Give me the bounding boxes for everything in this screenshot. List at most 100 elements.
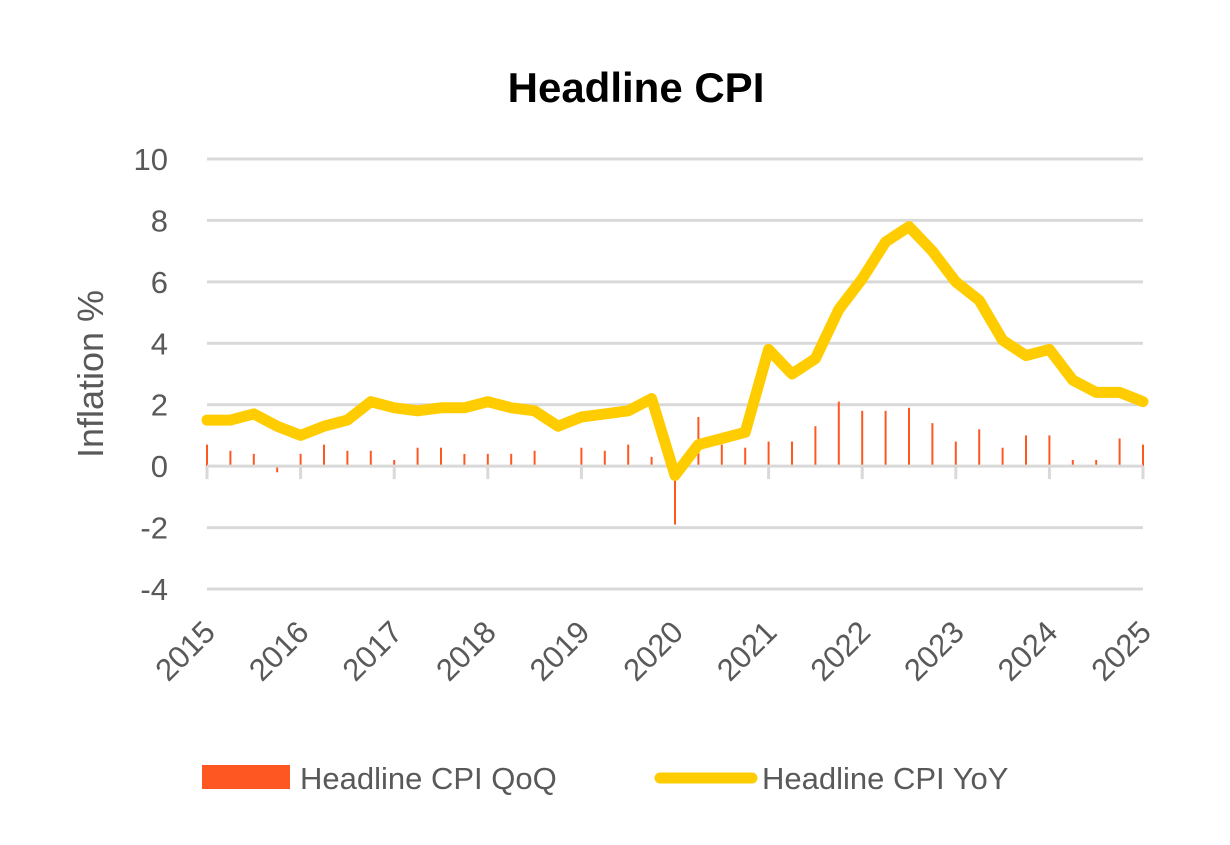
yoy-point	[955, 281, 957, 283]
x-tick-label: 2020	[616, 614, 690, 688]
yoy-point	[417, 410, 419, 412]
x-tick-label: 2016	[242, 614, 316, 688]
yoy-point	[1025, 355, 1027, 357]
yoy-point	[393, 407, 395, 409]
qoq-bar	[1001, 447, 1004, 467]
qoq-bar	[276, 466, 279, 473]
yoy-point	[721, 438, 723, 439]
y-tick-label: 10	[134, 142, 168, 177]
qoq-bar	[510, 453, 513, 467]
qoq-bar	[323, 444, 325, 467]
y-tick-label: 4	[151, 326, 168, 361]
legend-swatch-qoq	[202, 765, 290, 789]
qoq-bar	[533, 450, 536, 467]
yoy-point	[534, 410, 536, 412]
yoy-point	[627, 410, 629, 412]
yoy-point	[908, 226, 910, 228]
y-tick-label: -2	[140, 511, 168, 546]
x-tick-label: 2018	[429, 614, 503, 688]
legend: Headline CPI QoQ Headline CPI YoY	[202, 761, 1008, 796]
yoy-point	[768, 348, 770, 350]
x-tick-label: 2022	[804, 614, 878, 688]
qoq-bar	[580, 447, 583, 467]
qoq-bar	[416, 447, 419, 467]
qoq-bar	[486, 453, 489, 467]
yoy-point	[346, 419, 348, 421]
yoy-point	[861, 278, 863, 280]
qoq-bar	[1142, 444, 1144, 467]
qoq-bar	[229, 450, 232, 467]
yoy-point	[300, 434, 302, 436]
qoq-bar	[1048, 435, 1051, 467]
x-tick-label: 2019	[523, 614, 597, 688]
qoq-bar	[837, 401, 840, 467]
qoq-bar	[1071, 460, 1074, 467]
yoy-point	[651, 398, 653, 400]
x-tick-labels: 2015 2016 2017 2018 2019 2020 2021 2022 2023 2024…	[148, 614, 1158, 688]
yoy-point	[206, 419, 208, 421]
qoq-bar	[603, 450, 606, 467]
qoq-bar	[1025, 435, 1027, 467]
y-tick-label: 8	[151, 203, 168, 238]
qoq-bar	[299, 453, 302, 467]
y-tick-label: -4	[140, 572, 168, 607]
qoq-bar	[1095, 460, 1098, 467]
qoq-bar	[674, 466, 676, 525]
yoy-point	[1072, 379, 1074, 381]
qoq-bar	[440, 447, 442, 467]
yoy-point	[229, 419, 231, 421]
yoy-point	[1048, 348, 1050, 350]
x-tick-label: 2021	[710, 614, 784, 688]
qoq-bar	[791, 441, 793, 467]
y-axis-label: Inflation %	[70, 290, 111, 458]
yoy-point	[838, 309, 840, 310]
qoq-bar	[463, 453, 466, 467]
y-tick-label: 6	[151, 265, 168, 300]
yoy-point	[276, 425, 278, 427]
qoq-bar	[931, 423, 934, 467]
yoy-series-line	[201, 221, 1149, 481]
legend-label-qoq: Headline CPI QoQ	[300, 761, 557, 796]
y-tick-labels: -4 -2 0 2 4 6 8 10	[134, 142, 168, 607]
qoq-bar	[650, 456, 653, 467]
qoq-bar	[627, 444, 630, 467]
yoy-point	[370, 401, 372, 403]
qoq-bar	[767, 441, 770, 467]
yoy-point	[674, 474, 676, 476]
yoy-point	[1142, 401, 1144, 403]
qoq-bar	[861, 410, 864, 467]
x-tick-label: 2015	[148, 614, 222, 688]
yoy-line	[201, 221, 1149, 481]
yoy-point	[1002, 339, 1004, 341]
yoy-point	[604, 413, 606, 415]
x-tick-label: 2017	[336, 614, 410, 688]
yoy-point	[487, 401, 489, 403]
yoy-point	[440, 407, 442, 409]
y-tick-label: 0	[151, 449, 168, 484]
yoy-point	[1095, 391, 1097, 393]
qoq-bar	[720, 444, 723, 467]
yoy-point	[580, 416, 582, 418]
yoy-point	[791, 373, 793, 375]
qoq-bar	[206, 444, 208, 467]
qoq-bar	[369, 450, 372, 467]
qoq-bar	[252, 453, 255, 467]
yoy-point	[931, 250, 933, 252]
x-tick-label: 2023	[897, 614, 971, 688]
yoy-point	[978, 299, 980, 301]
x-tick-label: 2025	[1084, 614, 1158, 688]
yoy-point	[323, 425, 325, 427]
yoy-point	[510, 407, 512, 409]
y-tick-label: 2	[151, 388, 168, 423]
yoy-point	[744, 431, 746, 433]
yoy-point	[253, 413, 255, 415]
qoq-bar	[346, 450, 349, 467]
yoy-point	[463, 407, 465, 409]
qoq-bar	[814, 426, 817, 467]
qoq-bar	[908, 407, 910, 467]
qoq-bar	[1118, 438, 1121, 467]
qoq-bar	[978, 429, 981, 467]
qoq-bar	[393, 460, 396, 467]
yoy-point	[697, 444, 699, 446]
